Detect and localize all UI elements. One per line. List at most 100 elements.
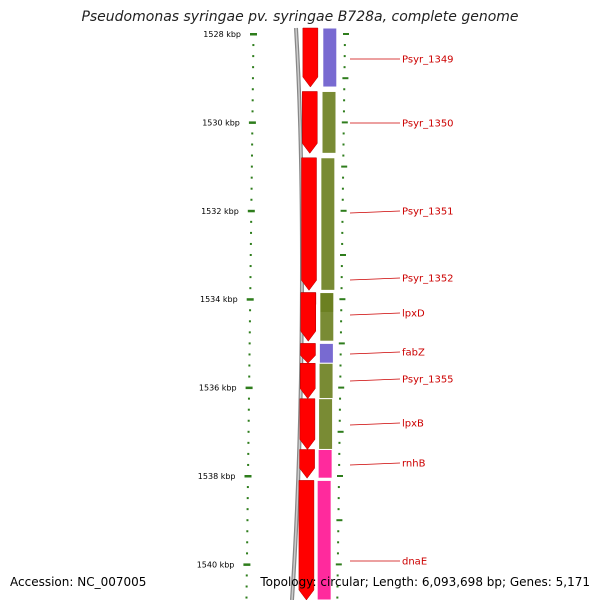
right-minor-tick — [340, 320, 343, 323]
cog-block — [321, 90, 337, 154]
major-tick — [245, 386, 253, 390]
major-tick — [243, 563, 251, 566]
right-minor-tick — [339, 375, 342, 378]
cog-block — [316, 479, 332, 600]
scale-ticks: 1528 kbp 1530 kbp 1532 kbp 1534 kbp 1536 kbp… — [197, 30, 349, 599]
gene-label: Psyr_1349 — [402, 55, 454, 66]
major-tick — [248, 121, 256, 124]
minor-tick — [251, 99, 254, 102]
forward-cds-arrow — [298, 480, 315, 600]
cog-category-track — [316, 27, 338, 600]
right-minor-tick — [339, 331, 342, 334]
forward-cds-arrow — [301, 157, 317, 291]
right-minor-tick — [341, 187, 344, 190]
gene-label: Psyr_1351 — [402, 207, 454, 218]
right-minor-tick — [337, 497, 340, 500]
tick-label: 1540 kbp — [197, 560, 235, 569]
right-major-tick — [343, 33, 349, 35]
minor-tick — [250, 198, 253, 201]
minor-tick — [245, 574, 248, 577]
right-minor-tick — [343, 55, 346, 58]
right-minor-tick — [341, 242, 344, 245]
right-minor-tick — [337, 486, 340, 489]
cog-block — [320, 157, 336, 291]
major-tick — [250, 33, 257, 36]
right-minor-tick — [340, 276, 343, 279]
minor-tick — [247, 419, 250, 422]
major-tick — [247, 209, 255, 213]
right-minor-tick — [336, 552, 339, 555]
major-tick — [246, 298, 254, 301]
minor-tick — [247, 430, 250, 433]
minor-tick — [248, 342, 251, 345]
right-major-tick — [342, 77, 349, 80]
minor-tick — [247, 441, 250, 444]
label-leader-line — [349, 351, 401, 355]
minor-tick — [248, 364, 251, 367]
right-minor-tick — [342, 176, 345, 179]
right-minor-tick — [336, 585, 339, 588]
minor-tick — [247, 452, 250, 455]
minor-tick — [252, 55, 255, 58]
minor-tick — [247, 408, 250, 411]
minor-tick — [245, 596, 248, 599]
minor-tick — [247, 397, 250, 400]
right-major-tick — [340, 209, 347, 212]
minor-tick — [250, 176, 253, 179]
right-minor-tick — [338, 452, 341, 455]
label-leader-line — [349, 312, 401, 316]
right-minor-tick — [339, 397, 342, 400]
forward-cds-arrow — [299, 398, 316, 450]
map-title: Pseudomonas syringae pv. syringae B728a,… — [81, 9, 519, 25]
minor-tick — [248, 353, 251, 356]
right-major-tick — [338, 342, 345, 345]
gene-label: Psyr_1352 — [402, 274, 454, 285]
gene-label: Psyr_1355 — [402, 375, 454, 386]
minor-tick — [249, 287, 252, 290]
right-minor-tick — [341, 198, 344, 201]
tick-label: 1538 kbp — [198, 472, 236, 481]
right-minor-tick — [337, 541, 340, 544]
minor-tick — [246, 486, 249, 489]
forward-cds-track — [298, 27, 319, 600]
right-minor-tick — [342, 110, 345, 113]
minor-tick — [249, 276, 252, 279]
forward-cds-arrow — [299, 449, 315, 479]
right-minor-tick — [337, 508, 340, 511]
gene-label: lpxD — [402, 309, 425, 320]
label-leader-line — [349, 422, 401, 426]
gene-label: lpxB — [402, 419, 424, 430]
right-minor-tick — [341, 231, 344, 234]
right-minor-tick — [338, 419, 341, 422]
gene-labels: Psyr_1349 Psyr_1350 Psyr_1351 Psyr_1352 lpxD… — [349, 55, 454, 568]
right-minor-tick — [338, 408, 341, 411]
right-major-tick — [337, 475, 343, 477]
right-minor-tick — [336, 596, 339, 599]
minor-tick — [249, 309, 252, 312]
right-minor-tick — [340, 265, 343, 268]
minor-tick — [251, 110, 254, 113]
minor-tick — [251, 143, 254, 146]
major-tick — [244, 475, 252, 478]
tick-label: 1530 kbp — [202, 118, 240, 127]
minor-tick — [246, 552, 249, 555]
accession-text: Accession: NC_007005 — [10, 575, 147, 589]
right-major-tick — [340, 254, 346, 256]
minor-tick — [246, 530, 249, 533]
cog-block — [322, 27, 338, 88]
minor-tick — [251, 88, 254, 91]
right-minor-tick — [338, 441, 341, 444]
right-minor-tick — [341, 220, 344, 223]
right-major-tick — [337, 430, 344, 433]
right-minor-tick — [343, 99, 346, 102]
minor-tick — [250, 187, 253, 190]
gene-label: dnaE — [402, 557, 427, 568]
minor-tick — [251, 132, 254, 135]
minor-tick — [251, 77, 254, 80]
minor-tick — [249, 254, 252, 256]
minor-tick — [248, 331, 251, 334]
right-minor-tick — [342, 154, 345, 157]
minor-tick — [247, 463, 250, 466]
right-minor-tick — [343, 44, 346, 47]
